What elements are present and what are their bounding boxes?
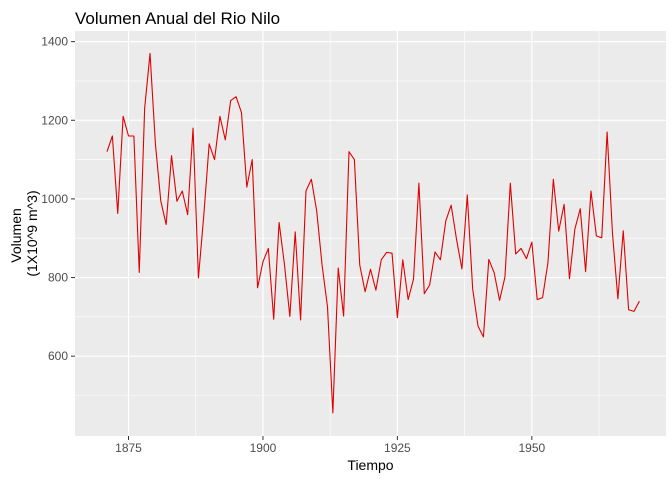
tick-labels: 1875 1900 1925 1950 600 800 1000 1200 1400: [41, 35, 545, 455]
x-axis-title: Tiempo: [347, 457, 393, 473]
y-axis-title-line2: (1X10^9 m^3): [24, 190, 40, 276]
y-tick-label: 1200: [41, 113, 68, 127]
x-tick-label: 1950: [518, 441, 545, 455]
major-gridlines: [75, 31, 666, 436]
series-layer: [106, 52, 640, 414]
y-tick-label: 1000: [41, 192, 68, 206]
plot-panel: [75, 31, 666, 436]
minor-gridlines: [75, 31, 666, 436]
y-tick-label: 600: [48, 349, 68, 363]
x-tick-label: 1875: [115, 441, 142, 455]
x-tick-label: 1900: [250, 441, 277, 455]
y-axis-title-line1: Volumen: [8, 208, 24, 262]
series-line: [106, 52, 640, 414]
y-tick-label: 800: [48, 271, 68, 285]
axis-ticks: [71, 41, 533, 440]
chart-title: Volumen Anual del Rio Nilo: [75, 9, 280, 28]
y-tick-label: 1400: [41, 35, 68, 49]
y-axis-title: Volumen (1X10^9 m^3): [8, 190, 40, 276]
x-tick-label: 1925: [384, 441, 411, 455]
